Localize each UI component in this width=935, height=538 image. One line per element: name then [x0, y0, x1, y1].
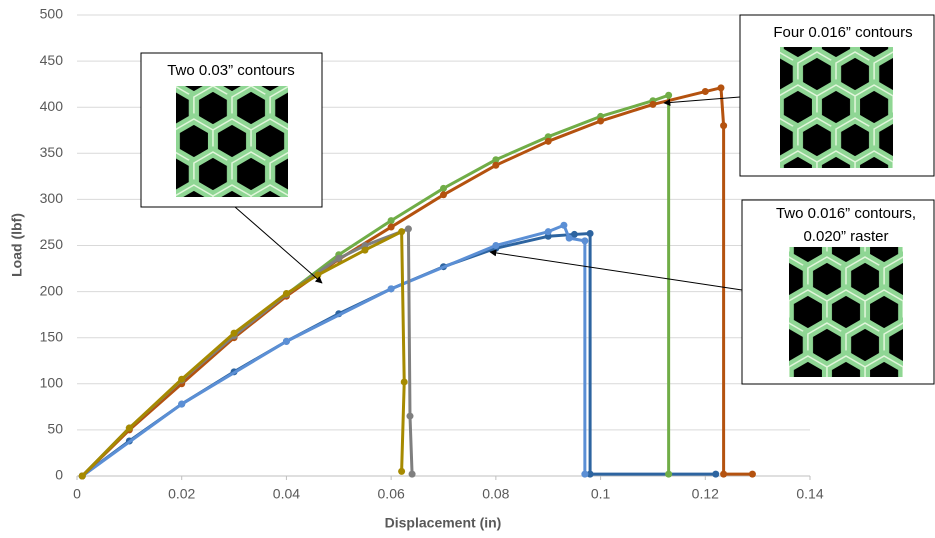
marker	[720, 122, 727, 129]
y-tick-label: 0	[55, 467, 63, 483]
marker	[581, 471, 588, 478]
marker	[398, 468, 405, 475]
y-tick-label: 150	[40, 328, 64, 344]
image	[176, 86, 288, 197]
y-tick-label: 450	[40, 52, 64, 68]
marker	[440, 185, 447, 192]
marker	[406, 413, 413, 420]
marker	[717, 84, 724, 91]
marker	[720, 471, 727, 478]
marker	[545, 138, 552, 145]
marker	[649, 101, 656, 108]
marker	[231, 330, 238, 337]
y-tick-label: 250	[40, 236, 64, 252]
y-tick-label: 500	[40, 6, 64, 22]
marker	[178, 376, 185, 383]
series	[79, 230, 720, 479]
marker	[388, 285, 395, 292]
marker	[388, 224, 395, 231]
image	[789, 247, 903, 377]
marker	[388, 217, 395, 224]
line	[82, 234, 716, 476]
marker	[581, 237, 588, 244]
x-tick-label: 0.1	[591, 486, 611, 502]
x-tick-label: 0.06	[378, 486, 405, 502]
x-tick-label: 0.08	[482, 486, 509, 502]
marker	[335, 255, 342, 262]
annotation-text: 0.020” raster	[803, 228, 888, 245]
marker	[702, 88, 709, 95]
marker	[492, 242, 499, 249]
annotation: Two 0.03” contours	[141, 53, 322, 283]
x-tick-label: 0.14	[796, 486, 823, 502]
x-axis-title: Displacement (in)	[385, 515, 502, 531]
marker	[361, 247, 368, 254]
marker	[409, 471, 416, 478]
marker	[749, 471, 756, 478]
marker	[587, 230, 594, 237]
y-axis-title: Load (lbf)	[9, 213, 25, 277]
marker	[545, 228, 552, 235]
marker	[283, 290, 290, 297]
marker	[566, 235, 573, 242]
chart: 0 50 100 150 200 250 300 350 400 450 500 0 0.02 0.04 0…	[0, 0, 935, 538]
annotation: Four 0.016” contours	[664, 15, 934, 176]
marker	[597, 118, 604, 125]
marker	[712, 471, 719, 478]
marker	[401, 378, 408, 385]
image	[780, 47, 893, 168]
annotation-text: Four 0.016” contours	[773, 24, 912, 41]
marker	[492, 162, 499, 169]
x-tick-label: 0.02	[168, 486, 195, 502]
y-tick-label: 350	[40, 144, 64, 160]
marker	[178, 401, 185, 408]
x-tick-label: 0.04	[273, 486, 300, 502]
annotation-text: Two 0.03” contours	[167, 62, 295, 79]
marker	[126, 425, 133, 432]
arrow	[490, 252, 742, 290]
page: 0 50 100 150 200 250 300 350 400 450 500 0 0.02 0.04 0…	[0, 0, 935, 538]
marker	[79, 473, 86, 480]
marker	[665, 471, 672, 478]
marker	[283, 338, 290, 345]
y-tick-label: 200	[40, 282, 64, 298]
y-tick-label: 100	[40, 375, 64, 391]
annotation-text: Two 0.016” contours,	[776, 205, 916, 222]
marker	[398, 228, 405, 235]
x-tick-label: 0.12	[692, 486, 719, 502]
y-tick-label: 400	[40, 98, 64, 114]
marker	[405, 225, 412, 232]
marker	[440, 191, 447, 198]
marker	[560, 222, 567, 229]
y-tick-label: 50	[47, 421, 63, 437]
y-tick-label: 300	[40, 190, 64, 206]
x-tick-label: 0	[73, 486, 81, 502]
marker	[665, 92, 672, 99]
